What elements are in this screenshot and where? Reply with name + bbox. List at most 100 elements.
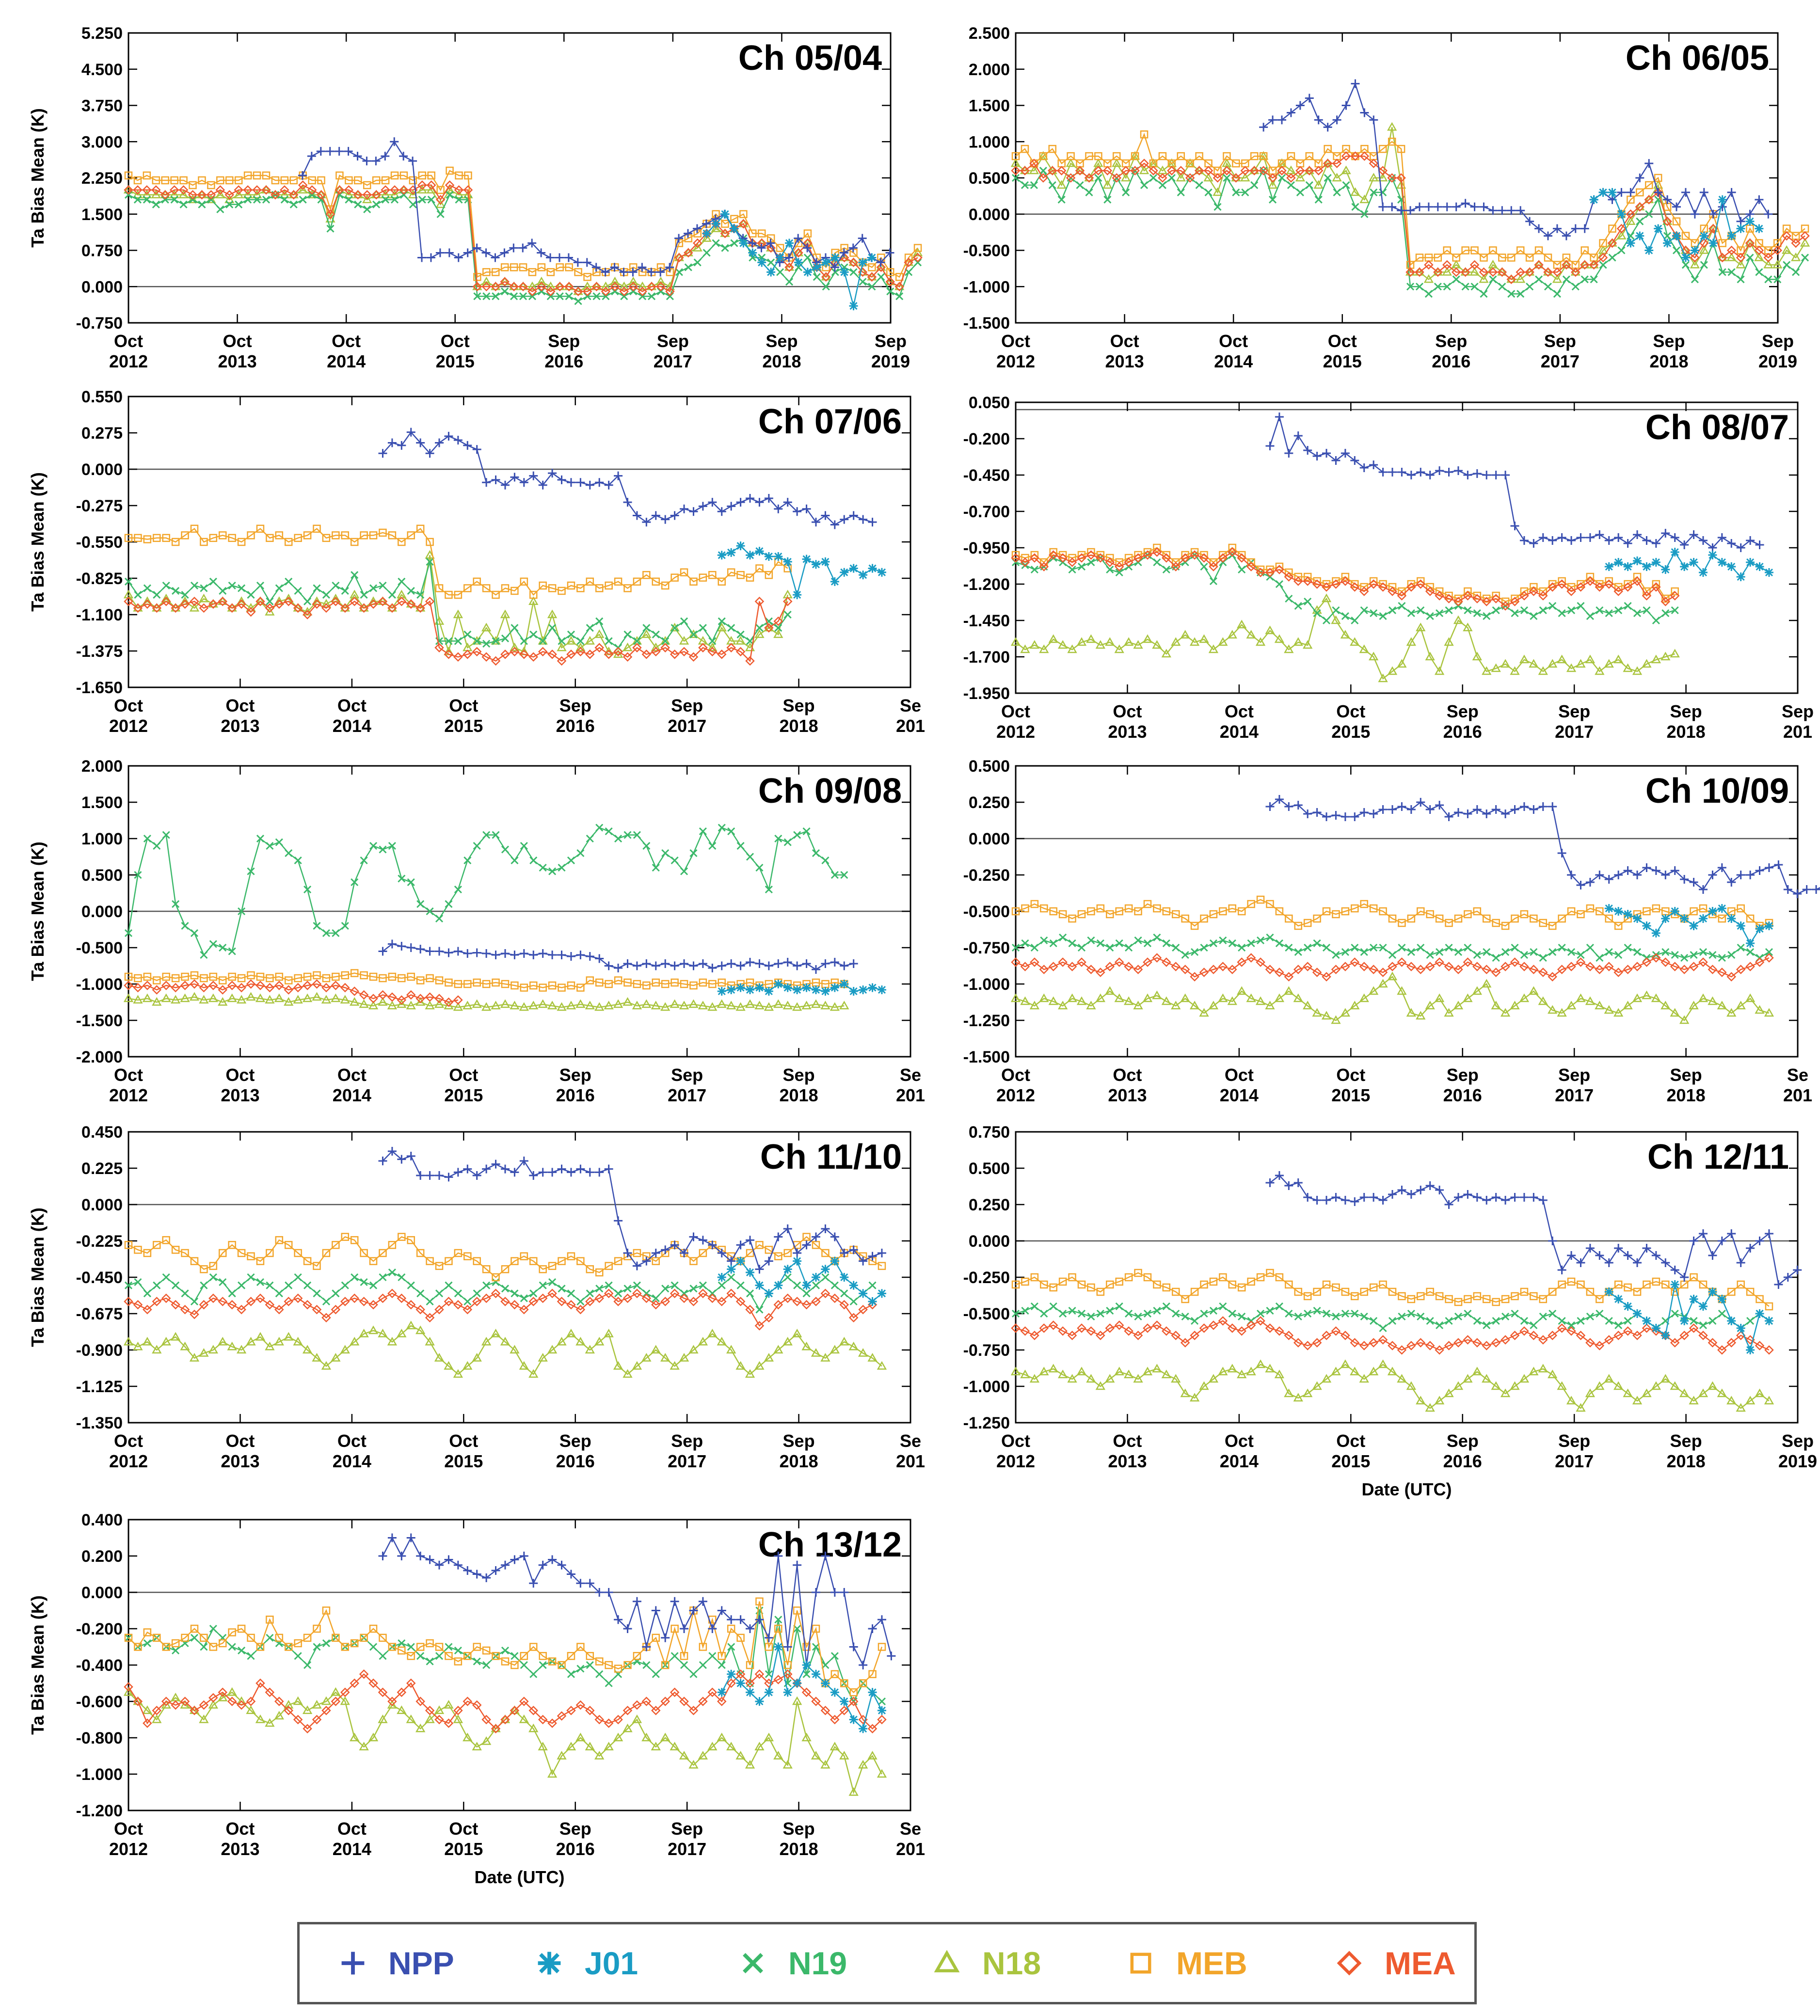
data-point (1095, 640, 1105, 649)
data-point (1492, 1317, 1500, 1325)
data-point (698, 643, 708, 652)
y-tick-label: 0.000 (969, 206, 1010, 224)
data-point (839, 252, 849, 261)
x-tick-label-month: Oct (1336, 1065, 1365, 1085)
data-point (913, 258, 922, 267)
data-point (1585, 533, 1595, 542)
y-tick-label: -0.825 (76, 570, 123, 588)
data-point (693, 258, 702, 267)
data-point (388, 841, 396, 850)
data-point (623, 584, 632, 592)
data-point (1672, 217, 1681, 225)
data-point (435, 195, 446, 205)
data-point (811, 1669, 820, 1679)
data-point (585, 1168, 594, 1177)
data-point (783, 983, 792, 992)
data-point (1561, 259, 1571, 269)
y-tick-label: -0.675 (76, 1305, 123, 1323)
data-point (369, 841, 378, 850)
y-tick-label: 3.000 (81, 133, 123, 151)
x-tick-label-year: 2012 (109, 716, 148, 736)
data-point (322, 1297, 330, 1306)
data-point (1623, 562, 1632, 571)
data-point (830, 1588, 839, 1597)
data-point (372, 200, 381, 208)
data-point (656, 282, 666, 292)
data-point (642, 518, 651, 527)
data-point (651, 1606, 660, 1615)
data-point (335, 171, 344, 180)
data-point (1397, 1186, 1406, 1194)
data-point (1442, 260, 1452, 270)
data-point (1624, 943, 1632, 952)
data-point (1623, 1302, 1632, 1311)
x-tick-label-month: Oct (449, 1431, 478, 1451)
data-point (181, 921, 189, 930)
data-point (1360, 948, 1368, 956)
data-point (1586, 943, 1594, 952)
data-point (1691, 275, 1699, 284)
data-point (1010, 637, 1021, 646)
data-point (529, 1670, 538, 1678)
data-point (208, 599, 218, 609)
data-point (774, 1642, 783, 1651)
data-point (623, 498, 632, 507)
series-n19 (124, 190, 922, 305)
data-point (519, 478, 528, 487)
data-point (1614, 606, 1623, 615)
data-point (369, 584, 378, 592)
data-point (1670, 649, 1680, 658)
data-point (169, 185, 179, 195)
x-axis-label: Date (UTC) (475, 1867, 565, 1887)
data-point (1277, 174, 1286, 182)
data-point (1746, 1317, 1755, 1325)
data-point (683, 247, 693, 256)
data-point (1021, 181, 1029, 190)
data-point (234, 176, 243, 185)
x-tick-label-year: 2012 (109, 1839, 148, 1859)
data-point (764, 1289, 773, 1298)
data-point (1021, 939, 1029, 948)
data-point (548, 1278, 557, 1286)
data-point (446, 166, 454, 175)
data-point (1240, 173, 1250, 182)
x-tick-label-year: 2015 (444, 1451, 483, 1471)
data-point (1388, 202, 1397, 211)
data-point (821, 959, 830, 968)
series-line-meb (1015, 547, 1676, 603)
data-point (1764, 1345, 1774, 1355)
data-point (1642, 921, 1651, 930)
data-point (739, 210, 748, 218)
series-n18 (123, 992, 849, 1011)
data-point (1454, 1312, 1463, 1321)
data-point (1415, 267, 1424, 277)
x-tick-label-year: 2013 (221, 1085, 259, 1105)
data-point (198, 200, 206, 208)
data-point (1577, 1317, 1585, 1325)
data-point (1642, 562, 1651, 571)
data-point (736, 1240, 745, 1250)
data-point (388, 531, 397, 540)
legend-item-npp: NPP (336, 1924, 454, 2002)
data-point (675, 268, 683, 276)
y-tick-label: -0.950 (963, 539, 1010, 557)
data-point (887, 1651, 896, 1661)
data-point (632, 1261, 641, 1270)
data-point (730, 224, 739, 233)
data-point (1783, 261, 1791, 269)
data-point (548, 1168, 557, 1177)
data-point (830, 958, 839, 967)
data-point (692, 238, 702, 248)
data-point (528, 652, 539, 662)
x-tick-label-year: 2013 (1108, 1085, 1147, 1105)
data-point (1209, 558, 1218, 567)
x-tick-label-month: Oct (337, 1819, 367, 1839)
data-point (605, 1679, 613, 1687)
data-point (1068, 939, 1076, 948)
data-point (619, 281, 629, 290)
data-point (416, 1289, 425, 1298)
data-point (767, 258, 775, 267)
data-point (369, 531, 378, 540)
chart-title: Ch 13/12 (758, 1525, 902, 1564)
data-point (849, 959, 858, 968)
